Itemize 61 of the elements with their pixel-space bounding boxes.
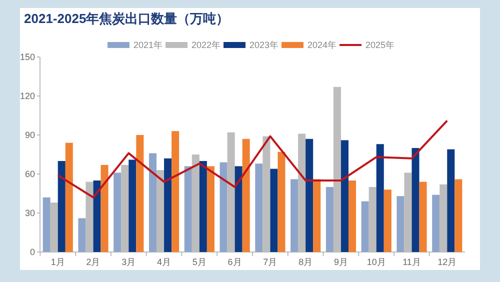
x-tick-label: 8月 [298,257,313,267]
bar [100,164,108,252]
bar [164,158,172,252]
bar [340,140,348,252]
bar [278,152,286,252]
bar [270,168,278,252]
x-tick-label: 1月 [50,257,65,267]
legend-label: 2024年 [308,40,337,50]
y-tick-label: 90 [24,130,35,140]
y-tick-label: 150 [20,52,35,62]
x-tick-label: 10月 [366,257,386,267]
bar [172,131,180,252]
legend-label: 2025年 [366,40,395,50]
bar [234,166,242,252]
bar [184,166,192,252]
bar [128,160,136,252]
legend-label: 2021年 [134,40,163,50]
y-tick-label: 120 [20,90,35,101]
x-tick-label: 9月 [334,257,348,267]
bar [313,179,321,252]
x-tick-label: 4月 [157,257,172,267]
bar [361,201,369,252]
bar [396,196,404,252]
bar [58,161,66,252]
bar [306,138,314,252]
bar [242,138,250,252]
bar [136,135,144,252]
legend-label: 2022年 [192,40,221,50]
bar [114,172,122,252]
bar [42,197,50,252]
bar [93,180,101,252]
x-tick-label: 3月 [122,257,136,267]
bar [384,190,392,252]
bar [206,166,214,252]
bar [148,153,157,252]
bar [447,149,455,252]
bar [419,182,427,252]
x-tick-label: 6月 [228,257,242,267]
bar [65,142,73,252]
bar [376,144,384,252]
y-tick-label: 30 [24,208,35,218]
bar [412,148,420,252]
bar [432,194,440,252]
bar [454,179,462,252]
x-tick-label: 7月 [263,257,278,267]
bar [199,161,207,252]
y-tick-label: 60 [24,168,35,179]
bar [290,179,298,252]
chart-title: 2021-2025年焦炭出口数量（万吨） [24,11,230,26]
x-tick-label: 11月 [402,257,421,267]
x-tick-label: 2月 [86,257,100,267]
line-series [56,120,448,198]
bar [255,164,263,252]
bar [348,180,356,252]
bar [326,187,334,252]
legend-label: 2023年 [250,40,279,50]
y-tick-label: 0 [30,246,35,257]
bar [78,218,86,252]
bar [220,162,228,252]
x-tick-label: 12月 [438,257,457,267]
x-tick-label: 5月 [192,257,206,267]
